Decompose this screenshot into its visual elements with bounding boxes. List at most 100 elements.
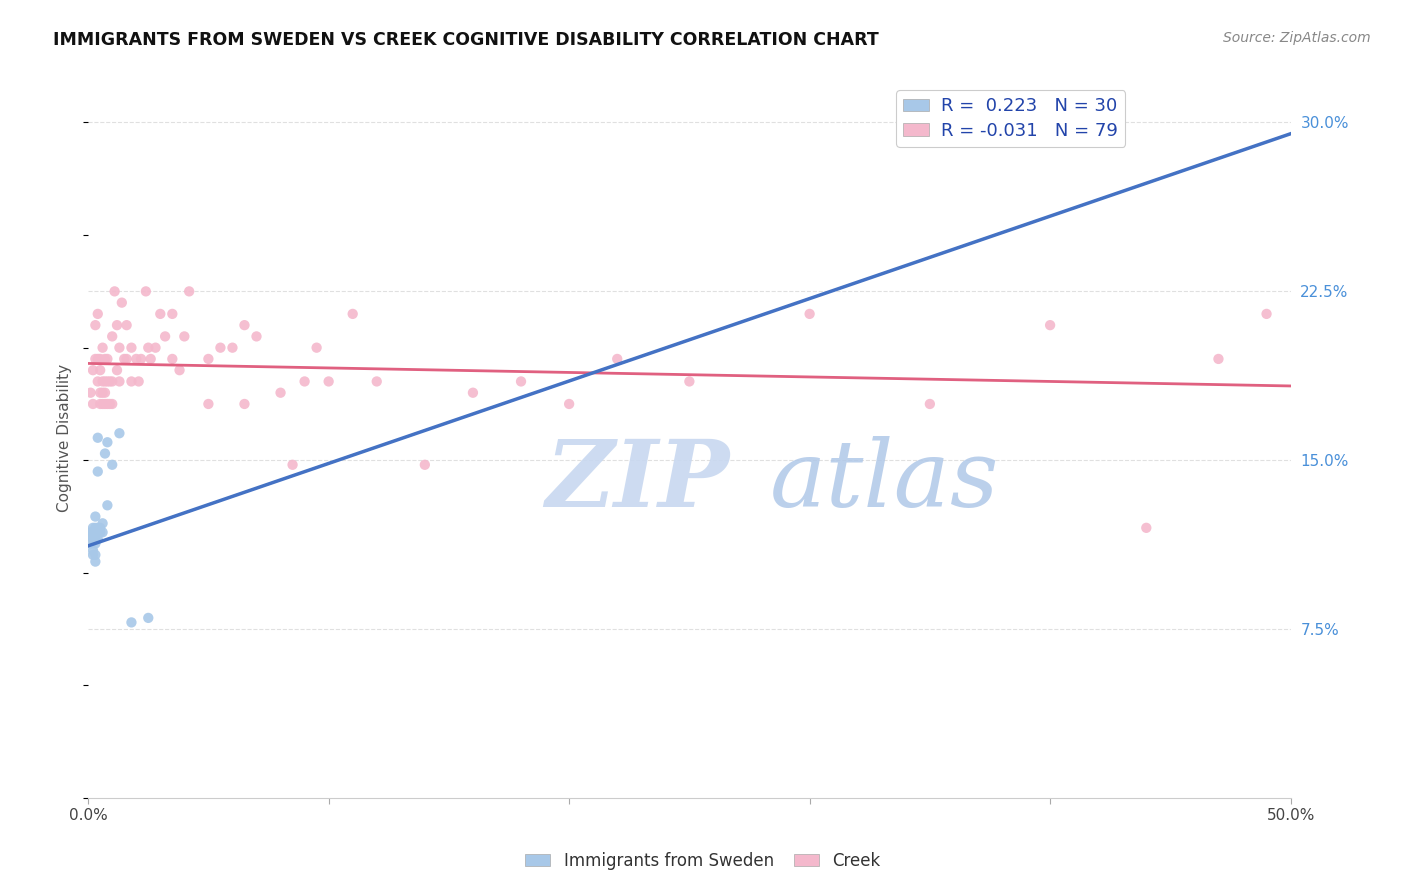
Point (82, 548, 104, 562)
Point (105, 318, 128, 333)
Point (281, 458, 304, 472)
Point (305, 341, 328, 355)
Point (96, 351, 118, 366)
Point (84, 532, 107, 546)
Point (79, 385, 101, 400)
Point (94, 385, 117, 400)
Point (82, 532, 104, 546)
Point (91, 385, 114, 400)
Point (87, 307, 110, 321)
Point (101, 375, 124, 389)
Point (82, 521, 104, 535)
Legend: R =  0.223   N = 30, R = -0.031   N = 79: R = 0.223 N = 30, R = -0.031 N = 79 (896, 90, 1125, 147)
Point (125, 351, 148, 366)
Point (221, 341, 243, 355)
Point (98, 397, 121, 411)
Point (101, 458, 124, 472)
Point (233, 318, 256, 333)
Point (108, 375, 131, 389)
Point (84, 509, 107, 524)
Point (105, 363, 128, 377)
Point (101, 397, 124, 411)
Text: ZIP: ZIP (546, 436, 730, 526)
Point (245, 329, 267, 343)
Point (89, 521, 111, 535)
Point (461, 385, 484, 400)
Point (84, 318, 107, 333)
Point (94, 375, 117, 389)
Point (89, 385, 111, 400)
Text: Source: ZipAtlas.com: Source: ZipAtlas.com (1223, 31, 1371, 45)
Point (91, 397, 114, 411)
Point (162, 307, 184, 321)
Point (94, 351, 117, 366)
Point (318, 375, 340, 389)
Point (173, 329, 195, 343)
Point (558, 397, 581, 411)
Point (112, 351, 135, 366)
Point (294, 375, 316, 389)
Point (115, 351, 138, 366)
Point (799, 307, 821, 321)
Text: IMMIGRANTS FROM SWEDEN VS CREEK COGNITIVE DISABILITY CORRELATION CHART: IMMIGRANTS FROM SWEDEN VS CREEK COGNITIV… (53, 31, 879, 49)
Point (366, 375, 388, 389)
Point (89, 525, 111, 540)
Point (510, 375, 533, 389)
Point (87, 431, 110, 445)
Point (115, 318, 138, 333)
Point (87, 521, 110, 535)
Point (120, 341, 142, 355)
Point (91, 516, 114, 531)
Point (94, 446, 117, 460)
Point (1208, 351, 1230, 366)
Point (120, 375, 142, 389)
Point (209, 341, 232, 355)
Point (129, 351, 152, 366)
Point (162, 351, 184, 366)
Point (1256, 307, 1278, 321)
Point (82, 363, 104, 377)
Point (84, 555, 107, 569)
Point (87, 375, 110, 389)
Point (169, 363, 191, 377)
Point (136, 611, 159, 625)
Point (1135, 521, 1157, 535)
Point (139, 351, 162, 366)
Point (104, 285, 127, 299)
Point (342, 307, 364, 321)
Point (87, 532, 110, 546)
Point (606, 351, 628, 366)
Point (89, 397, 111, 411)
Point (111, 295, 134, 310)
Point (84, 548, 107, 562)
Point (96, 397, 118, 411)
Point (233, 397, 256, 411)
Point (108, 341, 131, 355)
Point (98, 375, 121, 389)
Point (79, 525, 101, 540)
Point (84, 525, 107, 540)
Point (82, 525, 104, 540)
Point (270, 385, 292, 400)
Point (1039, 318, 1062, 333)
Point (197, 397, 219, 411)
Legend: Immigrants from Sweden, Creek: Immigrants from Sweden, Creek (519, 846, 887, 877)
Point (120, 615, 142, 630)
Point (96, 435, 118, 450)
Point (918, 397, 941, 411)
Point (84, 536, 107, 550)
Point (84, 521, 107, 535)
Point (82, 543, 104, 558)
Point (87, 465, 110, 479)
Point (96, 498, 118, 512)
Point (179, 285, 201, 299)
Point (678, 375, 700, 389)
Point (94, 397, 117, 411)
Point (79, 536, 101, 550)
Point (135, 285, 157, 299)
Y-axis label: Cognitive Disability: Cognitive Disability (58, 364, 72, 512)
Text: atlas: atlas (770, 436, 1000, 526)
Point (136, 341, 159, 355)
Point (91, 375, 114, 389)
Point (153, 329, 176, 343)
